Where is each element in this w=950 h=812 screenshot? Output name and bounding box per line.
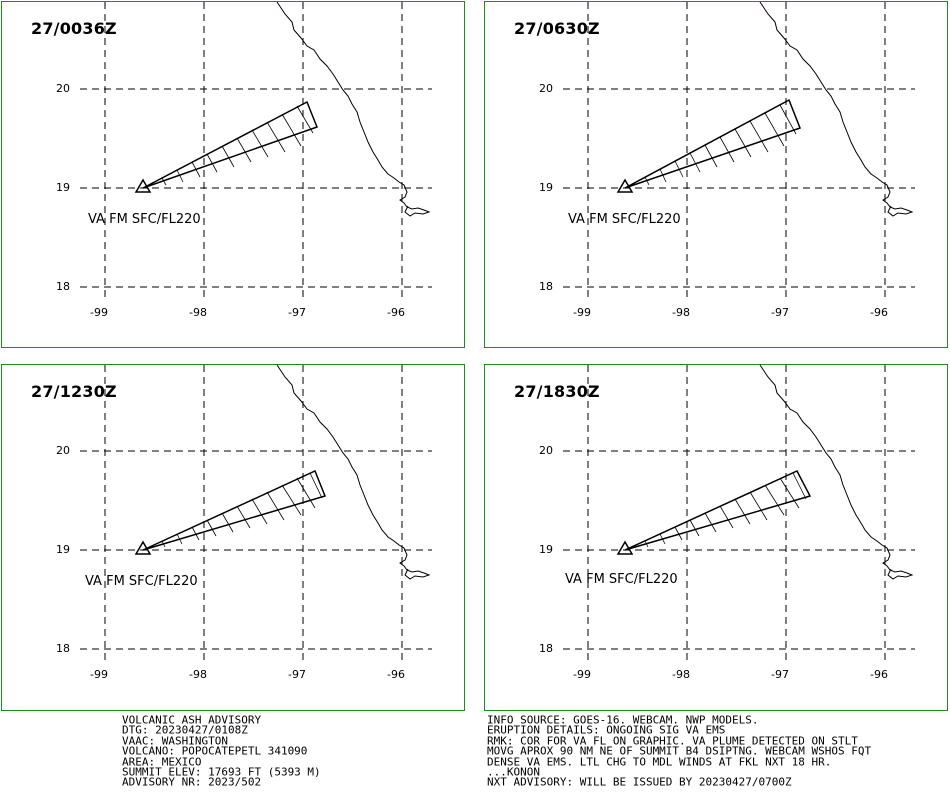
lon-tick-label: -98: [189, 668, 207, 681]
plume-hatching: [644, 472, 807, 548]
map-panel-4: 27/1830Z VA FM SFC/FL220 20 19 18 -99 -9…: [484, 364, 948, 711]
plume-hatching: [161, 105, 314, 186]
lat-tick-label: 19: [539, 181, 553, 194]
volcano-triangle-icon: [616, 540, 634, 555]
map-graphic: [80, 2, 432, 302]
ash-plume: [624, 470, 812, 551]
lon-tick-label: -96: [387, 668, 405, 681]
lon-tick-label: -96: [387, 306, 405, 319]
advisory-line: SUMMIT ELEV: 17693 FT (5393 M): [122, 766, 321, 779]
lon-tick-label: -98: [672, 306, 690, 319]
ash-plume: [624, 98, 801, 189]
lat-tick-label: 20: [56, 82, 70, 95]
advisory-line: ADVISORY NR: 2023/502: [122, 776, 262, 789]
advisory-line: INFO SOURCE: GOES-16. WEBCAM. NWP MODELS…: [487, 714, 759, 727]
coastline: [759, 2, 914, 217]
plume-hatching: [644, 104, 797, 186]
map-graphic: [563, 365, 915, 665]
map-panel-3: 27/1230Z VA FM SFC/FL220 20 19 18 -99 -9…: [1, 364, 465, 711]
lat-tick-label: 19: [56, 543, 70, 556]
flight-level-label: VA FM SFC/FL220: [88, 212, 201, 227]
map-graphic: [563, 2, 915, 302]
advisory-line: VAAC: WASHINGTON: [122, 734, 228, 748]
lat-tick-label: 18: [56, 280, 70, 293]
lon-tick-label: -97: [771, 668, 789, 681]
ash-plume: [142, 100, 318, 189]
map-panel-2: 27/0630Z VA FM SFC/FL220 20 19 18 -99 -9…: [484, 1, 948, 348]
lon-tick-label: -99: [90, 306, 108, 319]
lon-tick-label: -97: [288, 668, 306, 681]
lon-tick-label: -97: [288, 306, 306, 319]
advisory-line: DTG: 20230427/0108Z: [122, 724, 248, 737]
advisory-line: ...KONON: [487, 766, 540, 779]
coastline: [276, 365, 431, 580]
flight-level-label: VA FM SFC/FL220: [85, 574, 198, 589]
ash-plume: [142, 469, 327, 551]
lon-tick-label: -96: [870, 668, 888, 681]
flight-level-label: VA FM SFC/FL220: [565, 572, 678, 587]
lat-tick-label: 20: [539, 82, 553, 95]
advisory-line: MOVG APROX 90 NM NE OF SUMMIT B4 DSIPTNG…: [487, 745, 872, 758]
lat-tick-label: 19: [539, 543, 553, 556]
coastline: [276, 2, 431, 217]
lon-tick-label: -99: [90, 668, 108, 681]
lat-tick-label: 18: [56, 642, 70, 655]
advisory-line: DENSE VA EMS. LTL CHG TO MDL WINDS AT FK…: [487, 755, 832, 769]
panel-time-label: 27/1830Z: [514, 382, 600, 401]
volcano-triangle-icon: [134, 178, 152, 193]
lat-tick-label: 18: [539, 642, 553, 655]
advisory-line: VOLCANIC ASH ADVISORY: [122, 714, 262, 727]
volcano-triangle-icon: [134, 540, 152, 555]
advisory-remarks-block: INFO SOURCE: GOES-16. WEBCAM. NWP MODELS…: [487, 714, 872, 789]
advisory-line: ERUPTION DETAILS: ONGOING SIG VA EMS: [487, 724, 726, 737]
coastline: [759, 365, 914, 580]
volcano-triangle-icon: [616, 178, 634, 193]
advisory-line: RMK: COR FOR VA FL ON GRAPHIC. VA PLUME …: [487, 734, 858, 748]
lat-tick-label: 20: [539, 444, 553, 457]
lon-tick-label: -98: [189, 306, 207, 319]
panel-time-label: 27/0630Z: [514, 19, 600, 38]
advisory-line: VOLCANO: POPOCATEPETL 341090: [122, 745, 308, 758]
map-graphic: [80, 365, 432, 665]
lat-tick-label: 19: [56, 181, 70, 194]
lat-tick-label: 18: [539, 280, 553, 293]
map-panel-1: 27/0036Z VA FM SFC/FL220 20 19 18 -99 -9…: [1, 1, 465, 348]
lon-tick-label: -99: [573, 306, 591, 319]
panel-time-label: 27/1230Z: [31, 382, 117, 401]
lon-tick-label: -96: [870, 306, 888, 319]
advisory-line: AREA: MEXICO: [122, 755, 202, 769]
advisory-header-block: VOLCANIC ASH ADVISORY DTG: 20230427/0108…: [122, 714, 321, 789]
lon-tick-label: -98: [672, 668, 690, 681]
lon-tick-label: -99: [573, 668, 591, 681]
plume-hatching: [161, 472, 323, 548]
advisory-line: NXT ADVISORY: WILL BE ISSUED BY 20230427…: [487, 776, 792, 789]
lon-tick-label: -97: [771, 306, 789, 319]
panel-time-label: 27/0036Z: [31, 19, 117, 38]
flight-level-label: VA FM SFC/FL220: [568, 212, 681, 227]
lat-tick-label: 20: [56, 444, 70, 457]
